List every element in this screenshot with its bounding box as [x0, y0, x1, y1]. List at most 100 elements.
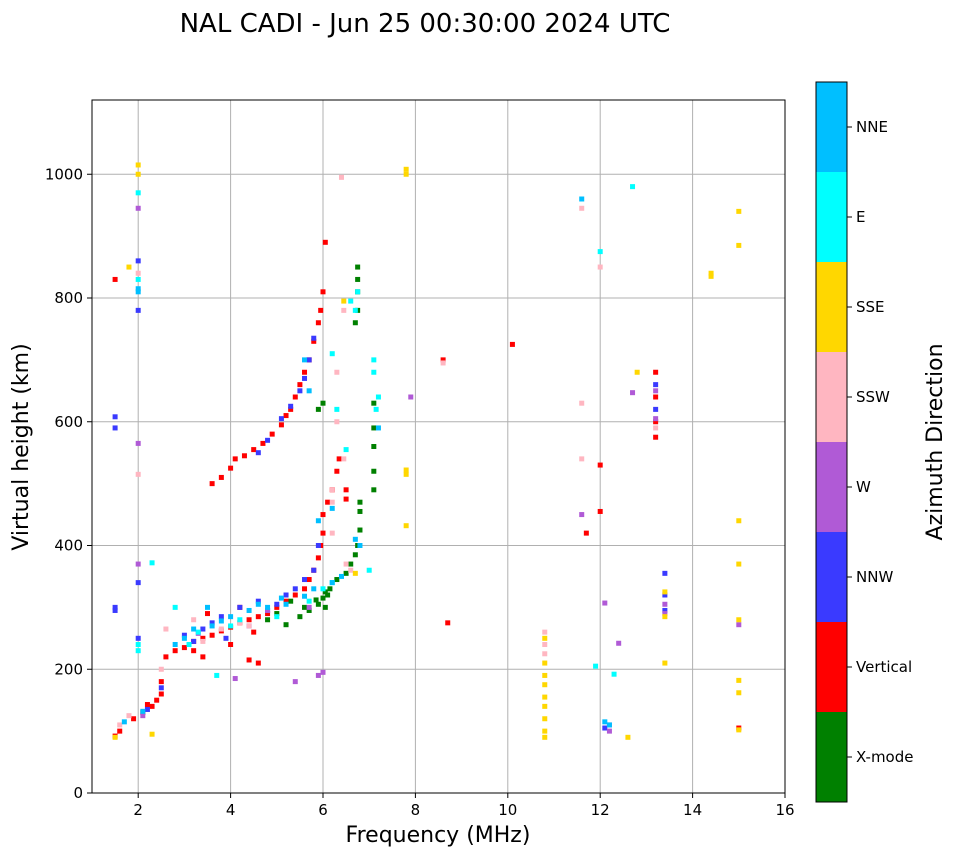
data-point-e — [135, 190, 141, 196]
data-point-w — [630, 390, 636, 396]
data-point-vertical — [255, 614, 261, 620]
colorbar-segment — [816, 532, 847, 622]
data-point-vertical — [343, 496, 349, 502]
data-point-e — [172, 604, 178, 610]
data-point-nne — [357, 543, 363, 548]
data-point-nne — [265, 604, 271, 610]
data-point-ssw — [329, 499, 335, 505]
data-point-nnw — [653, 406, 659, 412]
data-point-ssw — [329, 487, 335, 493]
data-point-sse — [542, 703, 548, 709]
data-point-w — [579, 512, 585, 518]
data-point-x-mode — [320, 400, 326, 406]
data-point-vertical — [278, 422, 284, 428]
data-point-nnw — [218, 614, 224, 620]
data-point-e — [371, 369, 377, 375]
colorbar-segment — [816, 172, 847, 262]
data-point-e — [593, 663, 599, 669]
data-point-vertical — [311, 338, 317, 344]
data-point-w — [140, 713, 146, 719]
data-point-w — [315, 672, 321, 678]
data-point-vertical — [583, 530, 589, 536]
data-point-vertical — [653, 394, 659, 400]
data-point-vertical — [440, 357, 446, 363]
data-point-x-mode — [283, 622, 289, 628]
data-point-vertical — [274, 604, 280, 610]
data-point-nnw — [112, 414, 118, 420]
data-point-vertical — [218, 474, 224, 480]
data-point-vertical — [302, 586, 308, 592]
data-point-x-mode — [322, 604, 328, 610]
data-point-ssw — [158, 666, 164, 672]
data-point-nne — [228, 614, 234, 620]
colorbar-segment — [816, 352, 847, 442]
data-point-sse — [736, 690, 742, 696]
data-point-e — [630, 184, 636, 190]
data-point-sse — [542, 672, 548, 678]
data-point-nne — [278, 595, 284, 601]
data-point-ssw — [579, 205, 585, 211]
data-point-x-mode — [327, 586, 333, 592]
colorbar-frame — [815, 81, 848, 803]
data-point-vertical — [117, 728, 123, 734]
data-point-ssw — [542, 642, 548, 647]
data-point-sse — [736, 518, 742, 524]
data-point-e — [348, 298, 354, 304]
data-point-x-mode — [315, 601, 321, 607]
data-point-w — [736, 622, 742, 628]
data-point-vertical — [260, 440, 266, 446]
data-point-e — [611, 671, 617, 677]
x-tick-label: 6 — [318, 801, 328, 819]
data-point-nnw — [112, 425, 118, 431]
y-tick-label: 400 — [54, 537, 83, 555]
data-point-ssw — [338, 174, 344, 180]
data-point-nnw — [209, 620, 215, 626]
data-point-nnw — [255, 450, 261, 456]
data-point-nnw — [662, 570, 668, 576]
data-point-vertical — [288, 406, 294, 412]
data-point-sse — [403, 523, 409, 529]
data-point-nnw — [283, 592, 289, 598]
data-point-e — [597, 249, 603, 255]
data-point-ssw — [135, 471, 141, 477]
data-point-vertical — [158, 691, 164, 697]
plot-frame — [91, 99, 786, 794]
data-point-nnw — [288, 403, 294, 409]
data-point-vertical — [292, 592, 298, 598]
data-point-e — [237, 617, 243, 623]
colorbar-segment — [816, 82, 847, 172]
data-point-x-mode — [371, 444, 377, 449]
data-point-vertical — [200, 635, 206, 641]
data-point-x-mode — [315, 406, 321, 412]
data-point-nnw — [302, 577, 308, 583]
data-point-e — [149, 560, 155, 566]
data-point-nnw — [112, 607, 118, 613]
data-points — [112, 162, 742, 740]
data-point-vertical — [154, 697, 160, 703]
data-point-x-mode — [325, 592, 331, 598]
data-point-ssw — [579, 400, 585, 406]
data-point-x-mode — [288, 598, 294, 604]
data-point-vertical — [320, 289, 326, 295]
data-point-nne — [338, 573, 344, 579]
data-point-sse — [662, 660, 668, 666]
data-point-vertical — [320, 530, 326, 536]
data-point-w — [616, 640, 622, 646]
data-point-e — [274, 614, 280, 620]
data-point-e — [366, 567, 372, 573]
data-point-vertical — [255, 660, 261, 666]
data-point-vertical — [232, 456, 238, 462]
data-point-sse — [542, 660, 548, 666]
data-point-sse — [403, 171, 409, 177]
data-point-vertical — [302, 369, 308, 375]
data-point-nne — [135, 286, 141, 292]
data-point-sse — [542, 734, 548, 740]
y-axis-label: Virtual height (km) — [9, 343, 34, 550]
data-point-e — [186, 642, 192, 647]
data-point-nne — [375, 425, 381, 431]
data-point-vertical — [228, 465, 234, 471]
data-point-x-mode — [313, 597, 319, 603]
colorbar-category-label: E — [856, 208, 865, 226]
data-point-sse — [708, 270, 714, 276]
data-point-x-mode — [371, 487, 377, 493]
